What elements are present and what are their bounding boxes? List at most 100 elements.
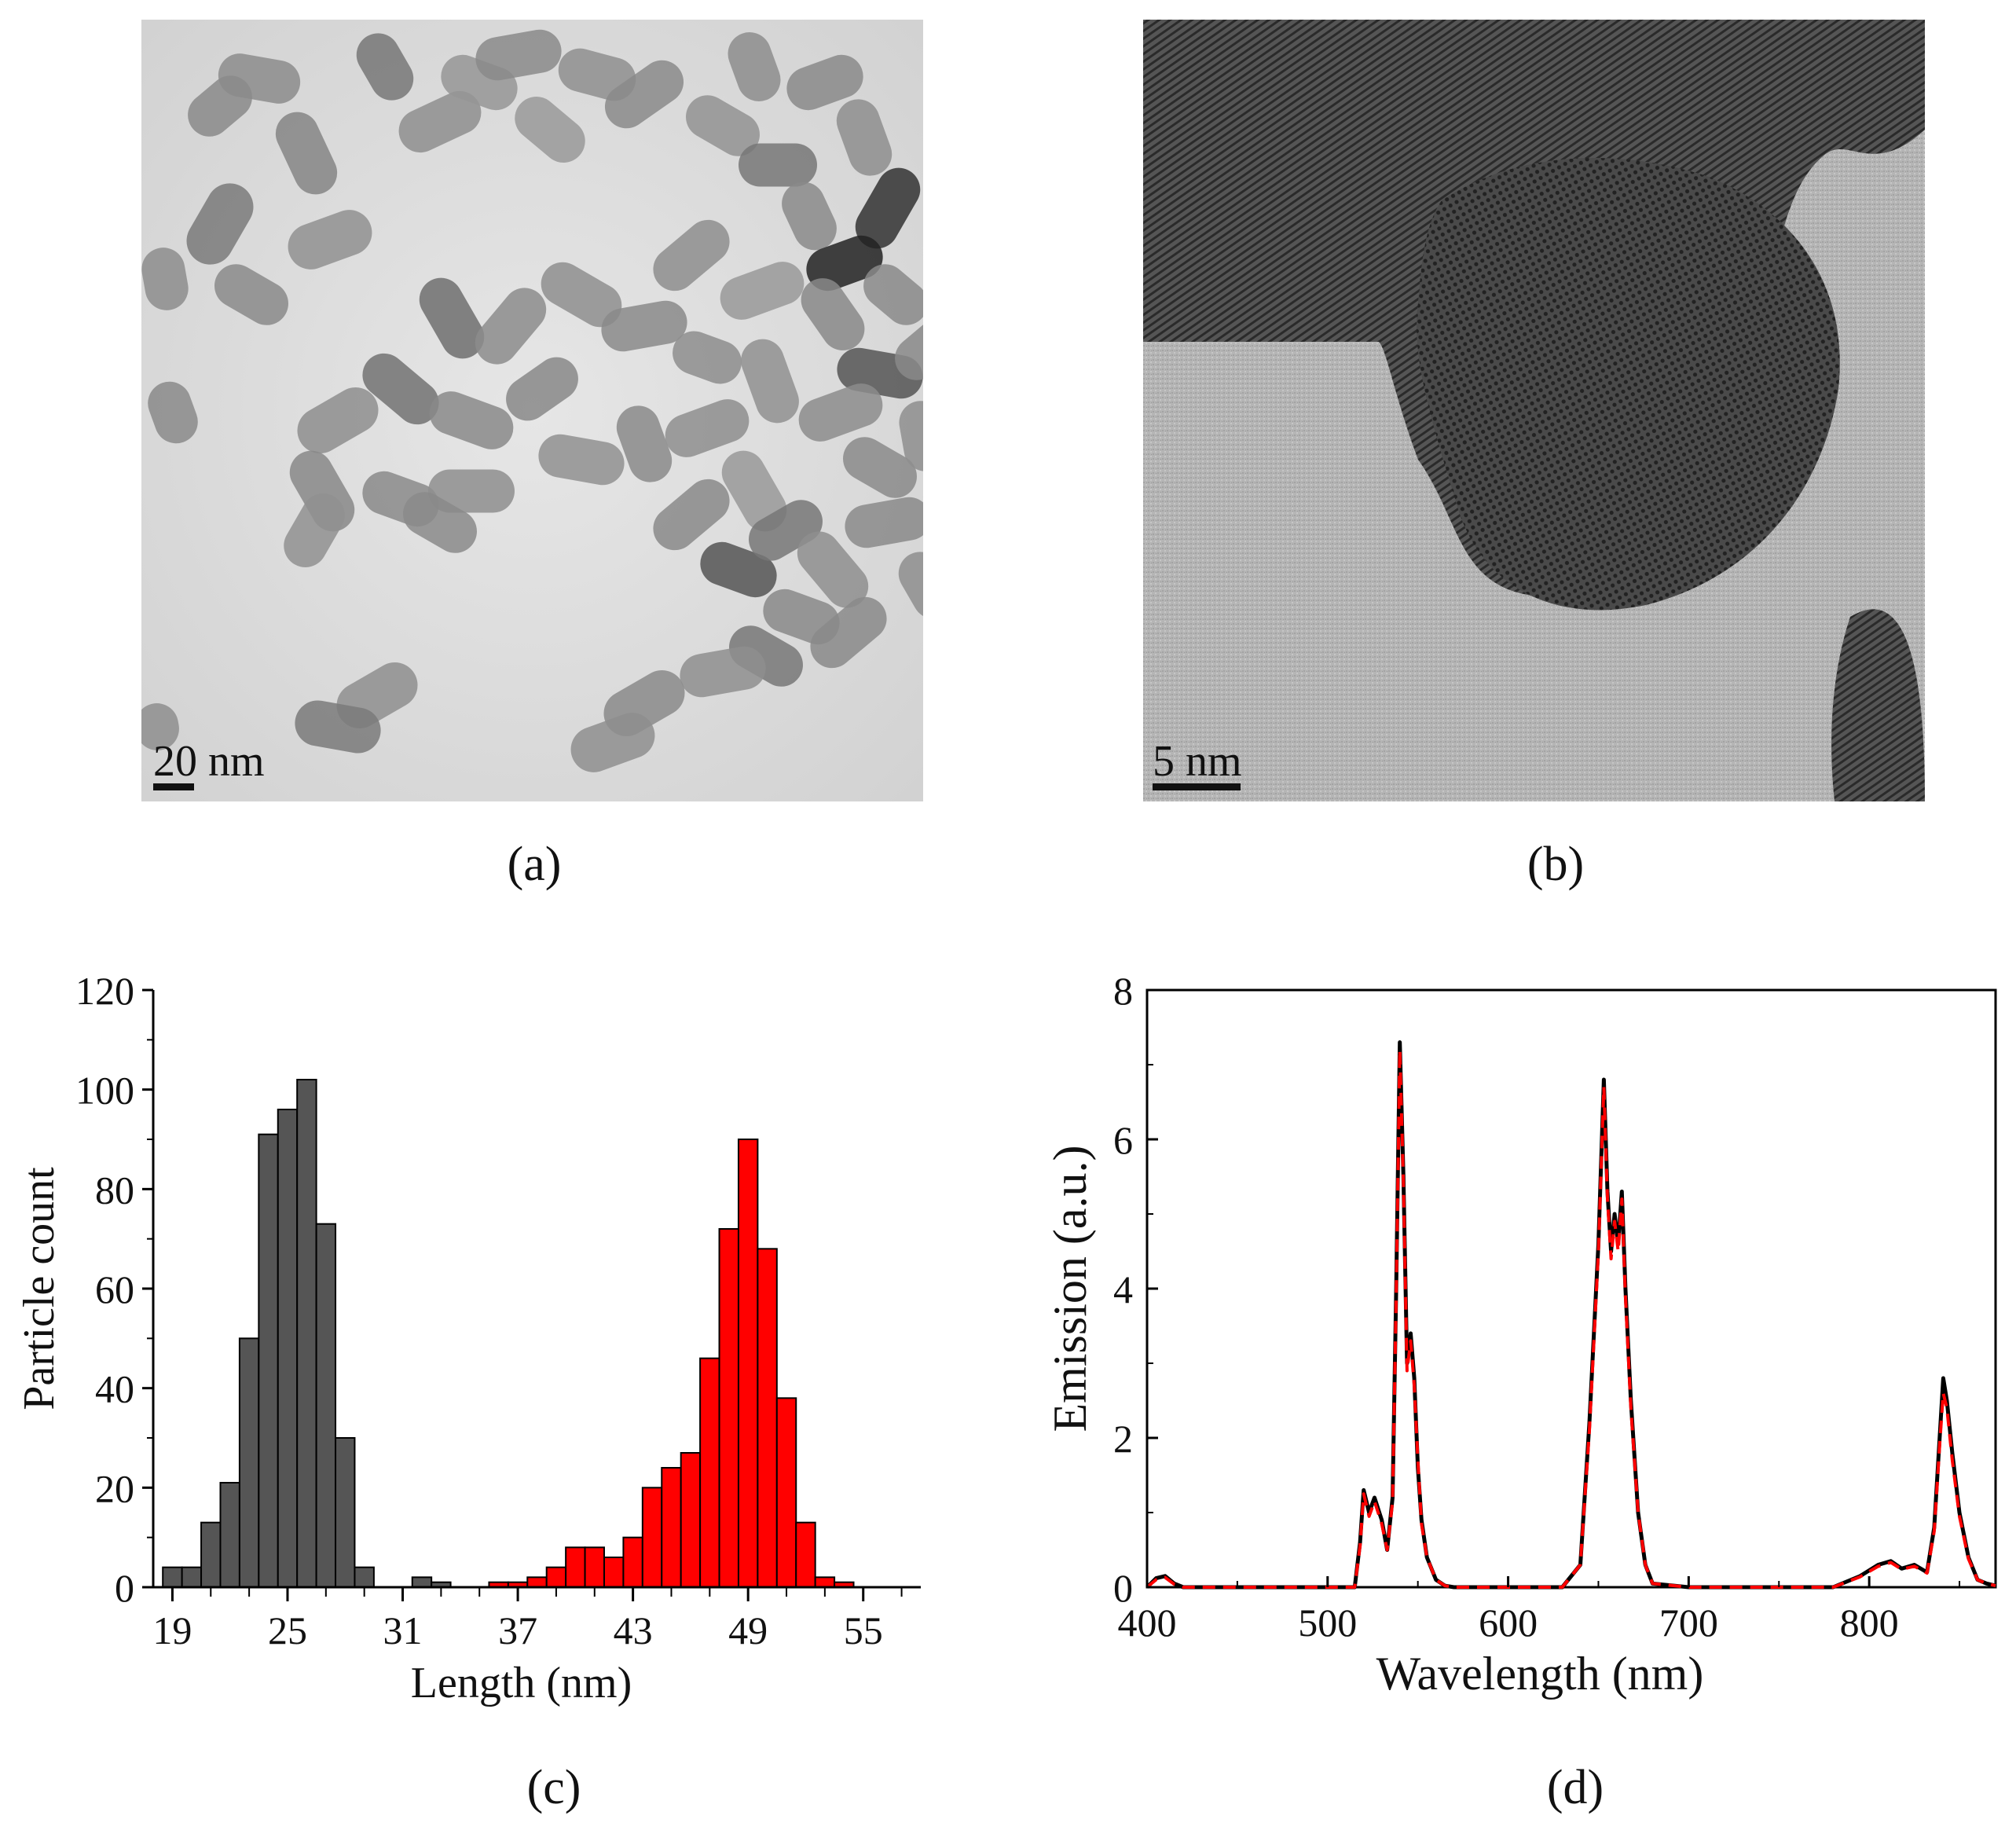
- panel-label-d: (d): [1546, 1761, 1604, 1814]
- y-tick-label: 40: [95, 1367, 134, 1411]
- emission-line-dashed: [1145, 1048, 1996, 1589]
- nanorod: [356, 33, 414, 101]
- histogram-bar: [162, 1566, 183, 1589]
- nanorod: [728, 32, 781, 101]
- panel-label-b: (b): [1527, 838, 1585, 891]
- nanorod: [806, 235, 883, 292]
- y-tick-label: 4: [1113, 1267, 1133, 1311]
- nanorod: [538, 434, 625, 486]
- nanorod: [680, 646, 766, 698]
- nanorod: [863, 264, 923, 325]
- histogram-bar: [584, 1546, 605, 1588]
- nanorod: [739, 143, 817, 187]
- nanorod: [288, 210, 372, 270]
- x-tick-label: 400: [1118, 1601, 1177, 1645]
- y-tick-label: 0: [115, 1566, 134, 1610]
- x-tick-label: 500: [1298, 1601, 1357, 1645]
- emission-spectrum-chart: 0 2 4 6 8 400 500 600 700 800 Wavelength (nm) Emiss…: [1044, 969, 1997, 1700]
- histogram-bar: [814, 1576, 836, 1588]
- histogram-bar: [411, 1576, 433, 1588]
- x-axis-title: Wavelength (nm): [1376, 1648, 1704, 1700]
- nanorod: [749, 500, 823, 561]
- histogram-bar: [258, 1133, 279, 1588]
- y-tick-label: 8: [1113, 969, 1133, 1013]
- nanorod: [141, 703, 179, 750]
- y-tick-label: 60: [95, 1267, 134, 1311]
- y-axis-title: Particle count: [15, 1167, 64, 1410]
- nanorod: [855, 167, 921, 249]
- histogram-bar: [315, 1223, 337, 1588]
- x-axis-title: Length (nm): [411, 1659, 632, 1707]
- nanorod: [275, 112, 338, 195]
- nanorod: [797, 531, 869, 608]
- x-tick-label: 49: [728, 1608, 768, 1652]
- panel-label-c: (c): [526, 1761, 581, 1814]
- nanorod: [601, 300, 687, 352]
- y-tick-label: 80: [95, 1168, 134, 1212]
- hrtem-image-b-graphic: 5 nm: [1143, 20, 1925, 801]
- histogram-bar: [718, 1228, 739, 1588]
- histogram-bar: [238, 1337, 260, 1588]
- nanorod: [741, 339, 799, 424]
- nanorod: [403, 492, 477, 553]
- nanorod: [686, 95, 760, 156]
- nanorod: [214, 264, 288, 325]
- nanorod: [898, 552, 923, 619]
- histogram-bar: [565, 1546, 586, 1588]
- y-tick-label: 120: [75, 969, 134, 1013]
- nanorod: [653, 219, 730, 292]
- histogram-bar: [757, 1248, 778, 1588]
- nanorod: [362, 353, 439, 425]
- nanorod: [782, 182, 837, 251]
- nanorod: [295, 700, 381, 754]
- tem-image-a: 20 nm: [141, 20, 923, 801]
- plot-frame: [1145, 988, 1997, 1589]
- y-tick-label: 2: [1113, 1417, 1133, 1461]
- histogram-bar: [622, 1536, 643, 1589]
- nanorod: [475, 29, 562, 81]
- histogram-bar: [277, 1109, 299, 1588]
- histogram-bar: [181, 1566, 203, 1589]
- x-tick-label: 31: [383, 1608, 423, 1652]
- nanorod: [845, 497, 923, 548]
- nanorod: [801, 278, 865, 350]
- nanorod: [186, 183, 254, 265]
- scale-bar-a: [153, 783, 194, 790]
- histogram-bar: [661, 1467, 682, 1588]
- nanorod: [506, 357, 578, 421]
- histogram-chart: 0 20 40 60 80 100 120 19 25 31 37 43 49 55 Length (nm)…: [15, 969, 921, 1707]
- y-tick-label: 20: [95, 1466, 134, 1510]
- histogram-bar: [526, 1576, 548, 1588]
- x-tick-label: 55: [844, 1608, 883, 1652]
- nanorod: [720, 262, 805, 320]
- nanorod: [729, 625, 803, 687]
- histogram-bar: [737, 1139, 759, 1588]
- nanorod: [798, 383, 883, 442]
- x-tick-label: 19: [152, 1608, 192, 1652]
- nanorod: [428, 469, 515, 513]
- histogram-bar: [775, 1397, 797, 1588]
- nanorod: [895, 319, 923, 380]
- histogram-bar: [335, 1437, 356, 1588]
- emission-line-solid: [1145, 1040, 1996, 1590]
- x-tick-label: 700: [1659, 1601, 1718, 1645]
- histogram-bar: [545, 1566, 567, 1589]
- nanorod: [284, 493, 345, 567]
- histogram-bar: [354, 1566, 375, 1589]
- y-tick-label: 6: [1113, 1118, 1133, 1162]
- nanorod: [721, 450, 787, 532]
- nanorod: [429, 391, 514, 449]
- nanorod: [899, 401, 923, 471]
- nanorod: [570, 713, 655, 772]
- nanorod: [604, 60, 684, 129]
- nanorod: [188, 75, 252, 137]
- nanorod: [398, 90, 482, 153]
- x-tick-label: 800: [1840, 1601, 1899, 1645]
- nanorod: [141, 248, 189, 310]
- panel-label-a: (a): [507, 838, 562, 891]
- scale-bar-label-a: 20 nm: [153, 737, 265, 786]
- y-axis-title: Emission (a.u.): [1044, 1146, 1096, 1432]
- x-tick-label: 43: [614, 1608, 653, 1652]
- nanorod: [673, 331, 742, 384]
- nanorod: [148, 381, 198, 444]
